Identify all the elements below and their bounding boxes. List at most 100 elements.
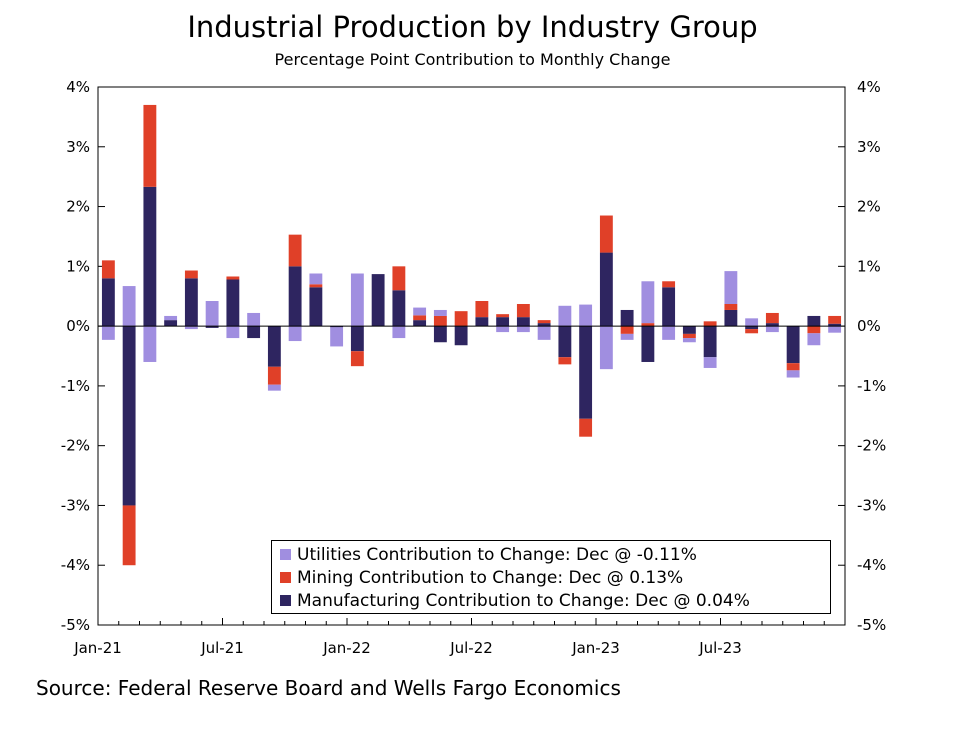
bar-utilities bbox=[309, 273, 323, 285]
legend-item-utilities: Utilities Contribution to Change: Dec @ … bbox=[280, 543, 822, 566]
bar-manufacturing bbox=[184, 278, 198, 327]
chart-title: Industrial Production by Industry Group bbox=[187, 10, 758, 44]
legend-item-mining: Mining Contribution to Change: Dec @ 0.1… bbox=[280, 566, 822, 589]
bar-manufacturing bbox=[828, 323, 842, 327]
chart-legend: Utilities Contribution to Change: Dec @ … bbox=[271, 540, 831, 614]
y-tick-label-left: -1% bbox=[61, 377, 90, 395]
bar-utilities bbox=[516, 326, 530, 333]
bar-utilities bbox=[703, 357, 717, 368]
y-tick-label-left: 3% bbox=[66, 138, 90, 156]
bar-mining bbox=[288, 234, 302, 267]
bar-utilities bbox=[330, 327, 344, 347]
bar-utilities bbox=[786, 370, 800, 378]
bar-mining bbox=[765, 312, 779, 324]
bar-manufacturing bbox=[537, 323, 551, 327]
bar-manufacturing bbox=[682, 326, 696, 334]
bar-utilities bbox=[682, 338, 696, 343]
y-tick-label-right: -2% bbox=[857, 437, 886, 455]
bar-utilities bbox=[828, 326, 842, 333]
bar-mining bbox=[143, 104, 157, 187]
y-tick-label-right: -4% bbox=[857, 556, 886, 574]
bar-manufacturing bbox=[247, 326, 261, 339]
y-tick-label-right: -3% bbox=[857, 496, 886, 514]
bar-utilities bbox=[807, 333, 821, 346]
bar-mining bbox=[537, 320, 551, 324]
bar-utilities bbox=[267, 384, 281, 391]
bar-manufacturing bbox=[392, 290, 406, 327]
y-tick-label-right: -1% bbox=[857, 377, 886, 395]
legend-swatch-manufacturing bbox=[280, 595, 291, 606]
bar-utilities bbox=[226, 326, 240, 339]
y-tick-label-right: 0% bbox=[857, 317, 881, 335]
bar-manufacturing bbox=[496, 317, 510, 327]
bar-mining bbox=[267, 366, 281, 385]
bar-manufacturing bbox=[309, 287, 323, 327]
bar-utilities bbox=[537, 326, 551, 340]
bar-manufacturing bbox=[433, 326, 447, 343]
bar-manufacturing bbox=[226, 279, 240, 327]
bar-utilities bbox=[558, 305, 572, 327]
bar-utilities bbox=[205, 301, 219, 327]
bar-manufacturing bbox=[745, 326, 759, 330]
x-tick-label: Jan-22 bbox=[322, 639, 371, 657]
y-tick-label-left: 4% bbox=[66, 78, 90, 96]
bar-utilities bbox=[579, 304, 593, 327]
chart-subtitle: Percentage Point Contribution to Monthly… bbox=[274, 50, 671, 69]
bar-utilities bbox=[288, 326, 302, 342]
bar-manufacturing bbox=[475, 317, 489, 327]
bar-utilities bbox=[101, 326, 115, 340]
bar-manufacturing bbox=[413, 320, 427, 327]
bar-utilities bbox=[164, 315, 178, 321]
bar-mining bbox=[309, 284, 323, 288]
y-tick-label-right: 1% bbox=[857, 257, 881, 275]
legend-item-manufacturing: Manufacturing Contribution to Change: De… bbox=[280, 589, 822, 612]
bar-utilities bbox=[724, 271, 738, 304]
bar-utilities bbox=[247, 312, 261, 327]
bar-manufacturing bbox=[288, 266, 302, 327]
bar-utilities bbox=[599, 326, 613, 370]
bar-manufacturing bbox=[454, 326, 468, 346]
bar-utilities bbox=[496, 326, 510, 333]
bar-manufacturing bbox=[807, 315, 821, 327]
x-tick-label: Jan-23 bbox=[571, 639, 620, 657]
bar-manufacturing bbox=[579, 326, 593, 419]
bar-utilities bbox=[413, 307, 427, 316]
bar-mining bbox=[662, 281, 676, 288]
bar-mining bbox=[703, 321, 717, 327]
bar-utilities bbox=[662, 326, 676, 340]
bar-mining bbox=[516, 303, 530, 318]
bar-manufacturing bbox=[122, 326, 136, 506]
bar-manufacturing bbox=[205, 326, 219, 328]
bar-mining bbox=[433, 315, 447, 327]
legend-label-manufacturing: Manufacturing Contribution to Change: De… bbox=[297, 590, 750, 611]
bar-manufacturing bbox=[371, 274, 385, 327]
bar-manufacturing bbox=[599, 252, 613, 327]
bar-mining bbox=[620, 326, 634, 334]
x-tick-label: Jan-21 bbox=[73, 639, 122, 657]
bar-mining bbox=[101, 260, 115, 279]
y-tick-label-right: 2% bbox=[857, 198, 881, 216]
bar-manufacturing bbox=[641, 326, 655, 362]
x-tick-label: Jul-22 bbox=[449, 639, 493, 657]
y-tick-label-right: -5% bbox=[857, 616, 886, 634]
bar-mining bbox=[122, 505, 136, 566]
chart-svg: 4% 4% 3% 3% 2% 2% 1% 1% 0% 0% -1% -1% -2% -2% -3% -3% -4… bbox=[61, 78, 886, 657]
bar-mining bbox=[682, 333, 696, 339]
bar-mining bbox=[641, 323, 655, 327]
bar-manufacturing bbox=[558, 326, 572, 358]
bar-utilities bbox=[350, 273, 364, 327]
bar-mining bbox=[454, 311, 468, 327]
legend-label-mining: Mining Contribution to Change: Dec @ 0.1… bbox=[297, 567, 684, 588]
bar-utilities bbox=[143, 326, 157, 362]
bar-utilities bbox=[620, 333, 634, 340]
y-tick-label-left: -4% bbox=[61, 556, 90, 574]
bar-mining bbox=[475, 301, 489, 318]
bar-mining bbox=[413, 315, 427, 321]
legend-swatch-utilities bbox=[280, 549, 291, 560]
bar-mining bbox=[558, 357, 572, 365]
y-tick-label-right: 4% bbox=[857, 78, 881, 96]
bar-mining bbox=[807, 326, 821, 334]
bar-mining bbox=[724, 303, 738, 310]
bar-manufacturing bbox=[724, 309, 738, 327]
bar-manufacturing bbox=[330, 326, 344, 328]
